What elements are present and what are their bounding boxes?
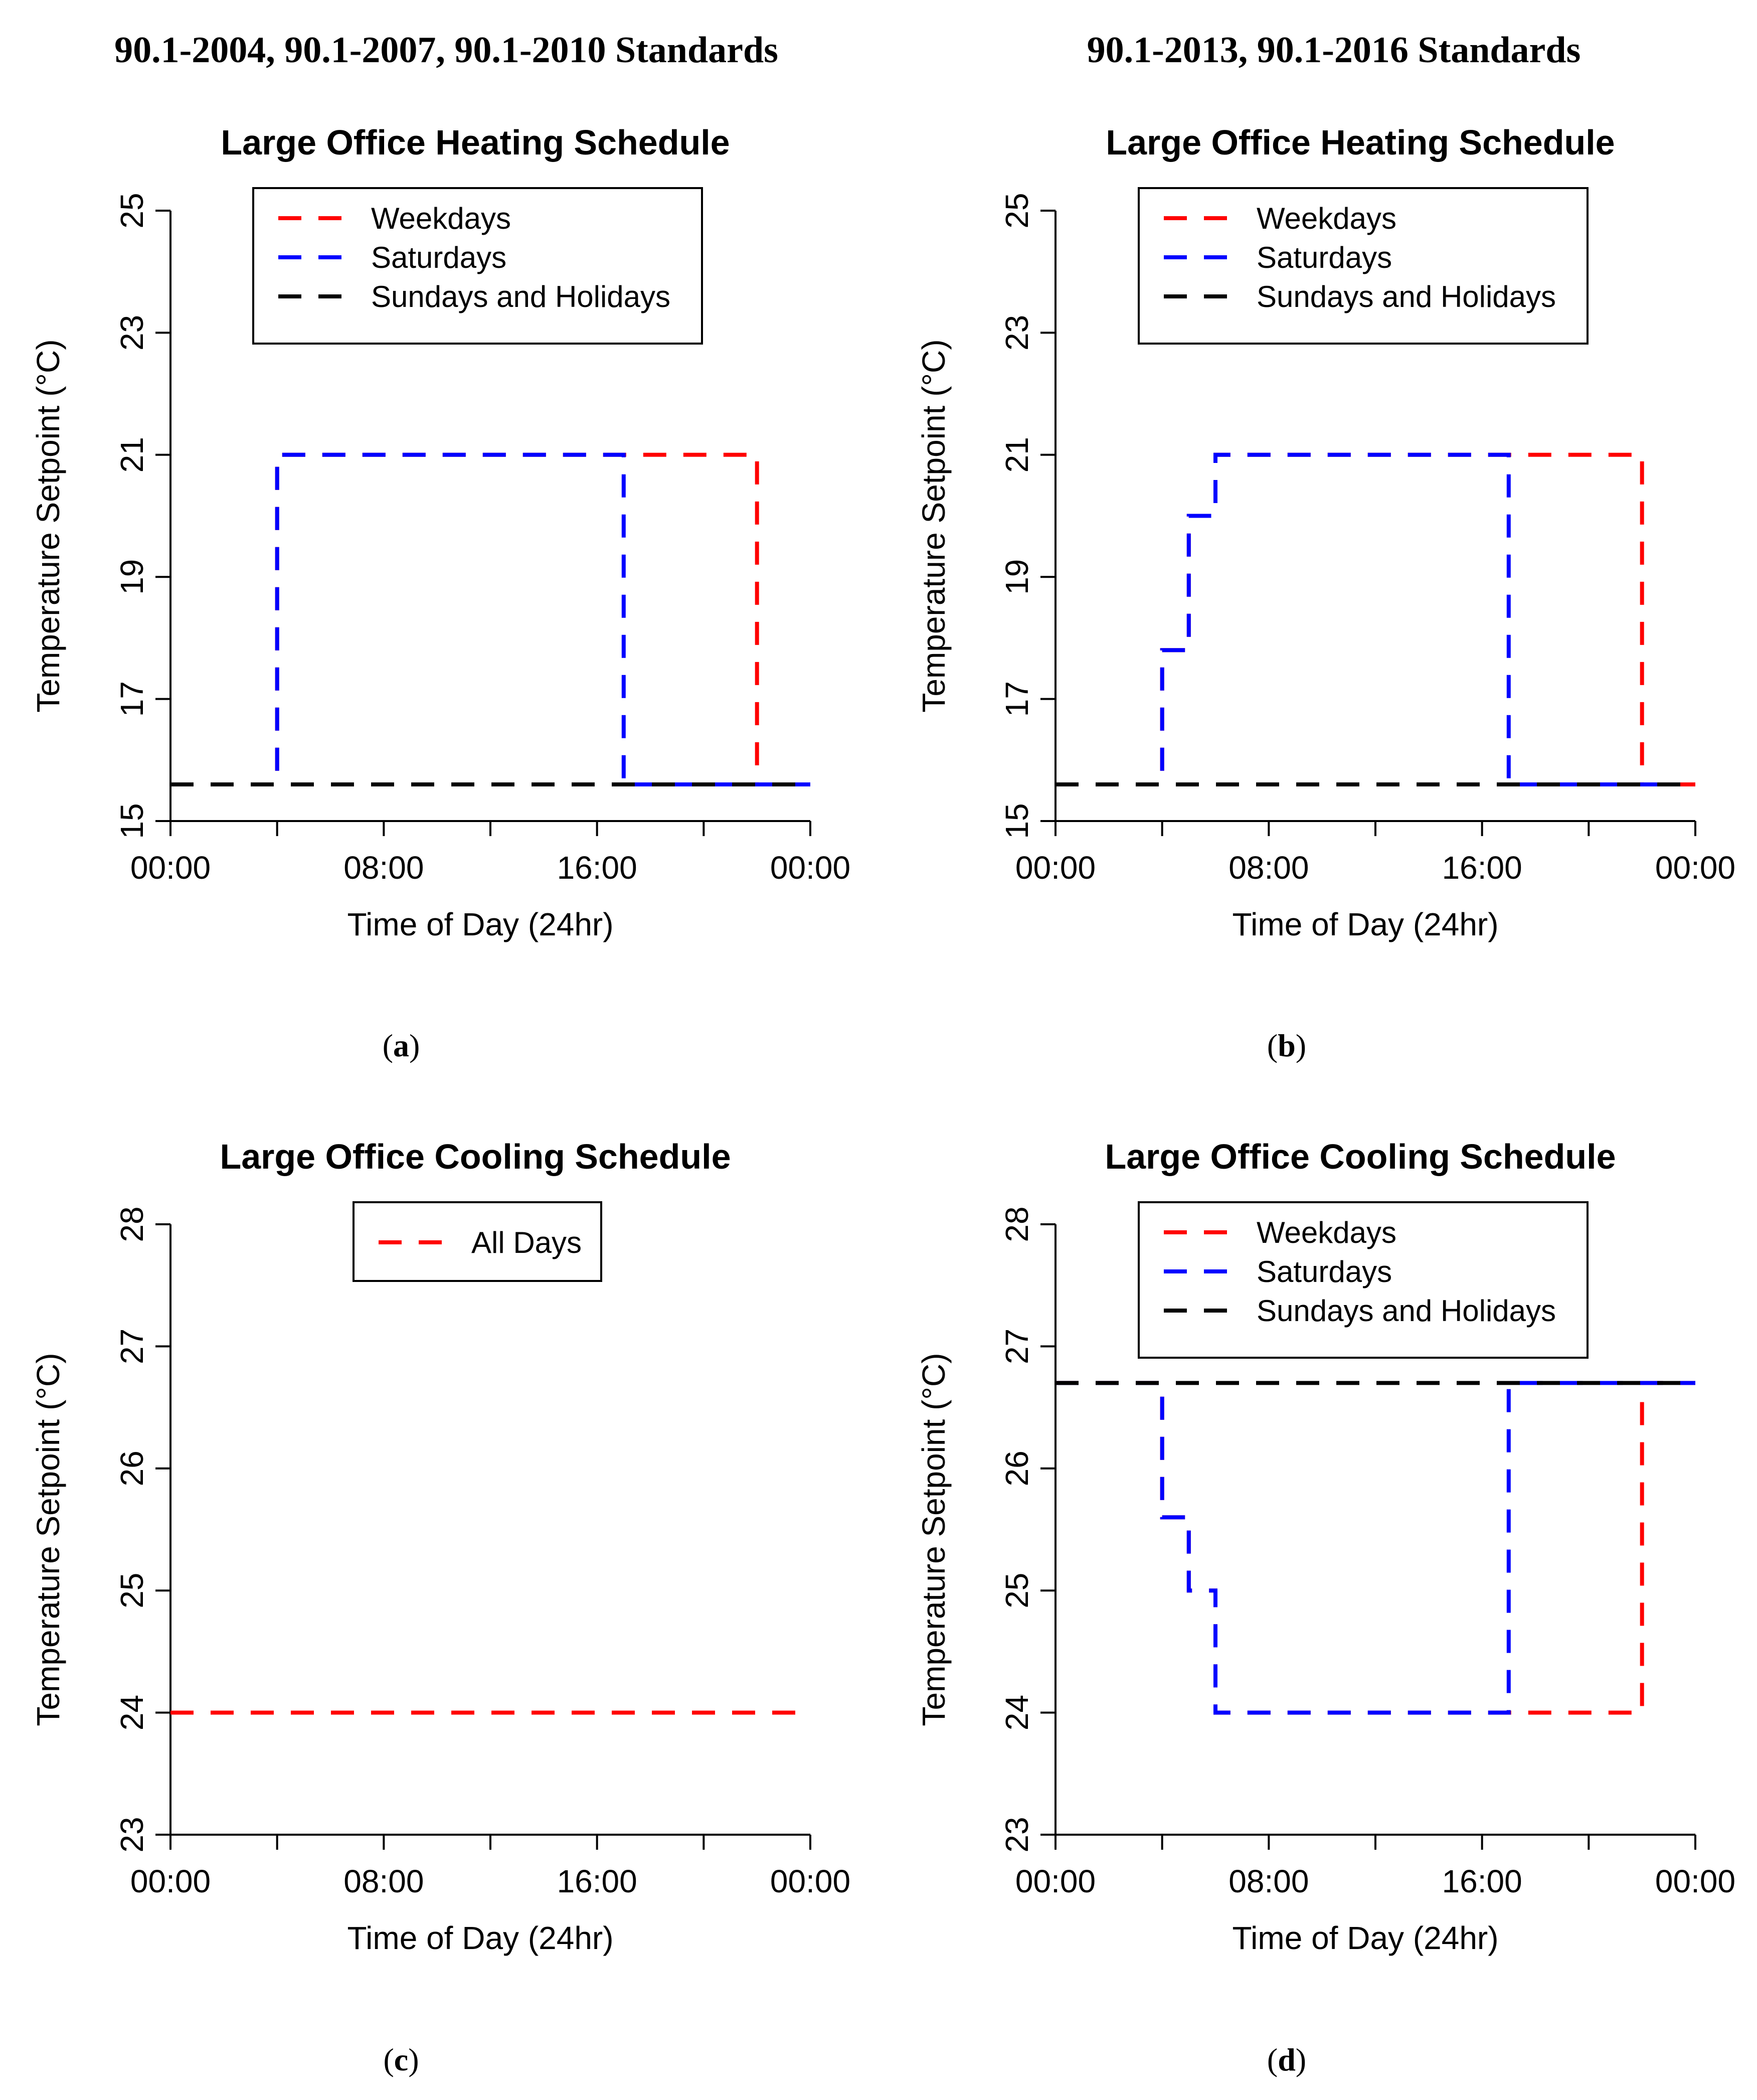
chart-title: Large Office Heating Schedule [1106, 123, 1615, 162]
x-axis-label: Time of Day (24hr) [1232, 1920, 1498, 1956]
x-tick-label: 00:00 [130, 850, 211, 886]
y-tick-label: 23 [999, 315, 1035, 351]
y-tick-label: 25 [114, 193, 150, 228]
y-tick-label: 15 [999, 803, 1035, 839]
series-line-weekdays [170, 452, 810, 786]
legend-label: Saturdays [1257, 1255, 1392, 1288]
y-axis-label: Temperature Setpoint (°C) [30, 339, 66, 712]
legend-label: All Days [471, 1226, 582, 1259]
legend-label: Weekdays [371, 202, 511, 235]
y-tick-label: 24 [999, 1695, 1035, 1730]
x-tick-label: 16:00 [557, 850, 637, 886]
y-tick-label: 17 [999, 681, 1035, 717]
y-tick-label: 17 [114, 681, 150, 717]
y-tick-label: 28 [114, 1206, 150, 1242]
y-tick-label: 21 [114, 437, 150, 472]
x-tick-label: 00:00 [770, 850, 850, 886]
chart-panel-a: Large Office Heating Schedule 15 17 19 21 23 2… [30, 123, 850, 942]
series-line-saturdays [1056, 1381, 1695, 1715]
chart-title: Large Office Heating Schedule [221, 123, 730, 162]
column-header-left: 90.1-2004, 90.1-2007, 90.1-2010 Standard… [114, 30, 778, 71]
y-tick-label: 26 [114, 1450, 150, 1486]
x-axis-label: Time of Day (24hr) [347, 906, 613, 942]
x-tick-label: 08:00 [343, 850, 424, 886]
x-tick-label: 00:00 [1655, 850, 1735, 886]
chart-title: Large Office Cooling Schedule [1105, 1137, 1616, 1176]
panel-label-c: (c) [383, 2042, 419, 2077]
series-line-weekdays [1056, 452, 1695, 786]
chart-panel-c: Large Office Cooling Schedule 23 24 25 26 27 2… [30, 1137, 850, 1956]
panel-label-d: (d) [1267, 2042, 1307, 2077]
x-tick-label: 08:00 [1228, 1863, 1309, 1899]
panel-label-b: (b) [1267, 1028, 1307, 1063]
series-line-saturdays [1056, 452, 1677, 786]
y-tick-label: 27 [999, 1329, 1035, 1364]
x-tick-label: 00:00 [770, 1863, 850, 1899]
legend-label: Sundays and Holidays [1257, 280, 1556, 313]
chart-title: Large Office Cooling Schedule [220, 1137, 731, 1176]
y-tick-label: 25 [999, 193, 1035, 228]
chart-panel-d: Large Office Cooling Schedule 23 24 25 26 27 2… [916, 1137, 1735, 1956]
panel-label-a: (a) [382, 1028, 420, 1063]
x-axis-label: Time of Day (24hr) [347, 1920, 613, 1956]
x-tick-label: 00:00 [1015, 850, 1096, 886]
x-tick-label: 08:00 [343, 1863, 424, 1899]
x-tick-label: 16:00 [1442, 1863, 1522, 1899]
y-tick-label: 26 [999, 1450, 1035, 1486]
legend-box [252, 187, 703, 345]
x-tick-label: 08:00 [1228, 850, 1309, 886]
y-axis-label: Temperature Setpoint (°C) [916, 1353, 952, 1726]
x-tick-label: 16:00 [557, 1863, 637, 1899]
y-tick-label: 21 [999, 437, 1035, 472]
y-tick-label: 19 [999, 559, 1035, 595]
legend-box [1138, 1201, 1589, 1359]
legend-label: Saturdays [371, 241, 506, 274]
legend-label: Weekdays [1257, 202, 1396, 235]
y-tick-label: 23 [999, 1817, 1035, 1852]
legend-label: Saturdays [1257, 241, 1392, 274]
x-tick-label: 00:00 [1015, 1863, 1096, 1899]
y-axis-label: Temperature Setpoint (°C) [916, 339, 952, 712]
chart-panel-b: Large Office Heating Schedule 15 17 19 21 23 2… [916, 123, 1735, 942]
y-tick-label: 15 [114, 803, 150, 839]
y-axis-label: Temperature Setpoint (°C) [30, 1353, 66, 1726]
legend-label: Sundays and Holidays [371, 280, 670, 313]
y-tick-label: 24 [114, 1695, 150, 1730]
series-line-weekdays [1056, 1381, 1695, 1715]
series-line-saturdays [170, 452, 810, 786]
x-tick-label: 00:00 [130, 1863, 211, 1899]
column-header-right: 90.1-2013, 90.1-2016 Standards [1087, 30, 1581, 71]
y-tick-label: 28 [999, 1206, 1035, 1242]
y-tick-label: 27 [114, 1329, 150, 1364]
y-tick-label: 25 [114, 1573, 150, 1608]
y-tick-label: 19 [114, 559, 150, 595]
y-tick-label: 23 [114, 1817, 150, 1852]
x-tick-label: 00:00 [1655, 1863, 1735, 1899]
legend-label: Weekdays [1257, 1216, 1396, 1249]
x-tick-label: 16:00 [1442, 850, 1522, 886]
y-tick-label: 23 [114, 315, 150, 351]
y-tick-label: 25 [999, 1573, 1035, 1608]
x-axis-label: Time of Day (24hr) [1232, 906, 1498, 942]
legend-label: Sundays and Holidays [1257, 1294, 1556, 1328]
legend-box [1138, 187, 1589, 345]
